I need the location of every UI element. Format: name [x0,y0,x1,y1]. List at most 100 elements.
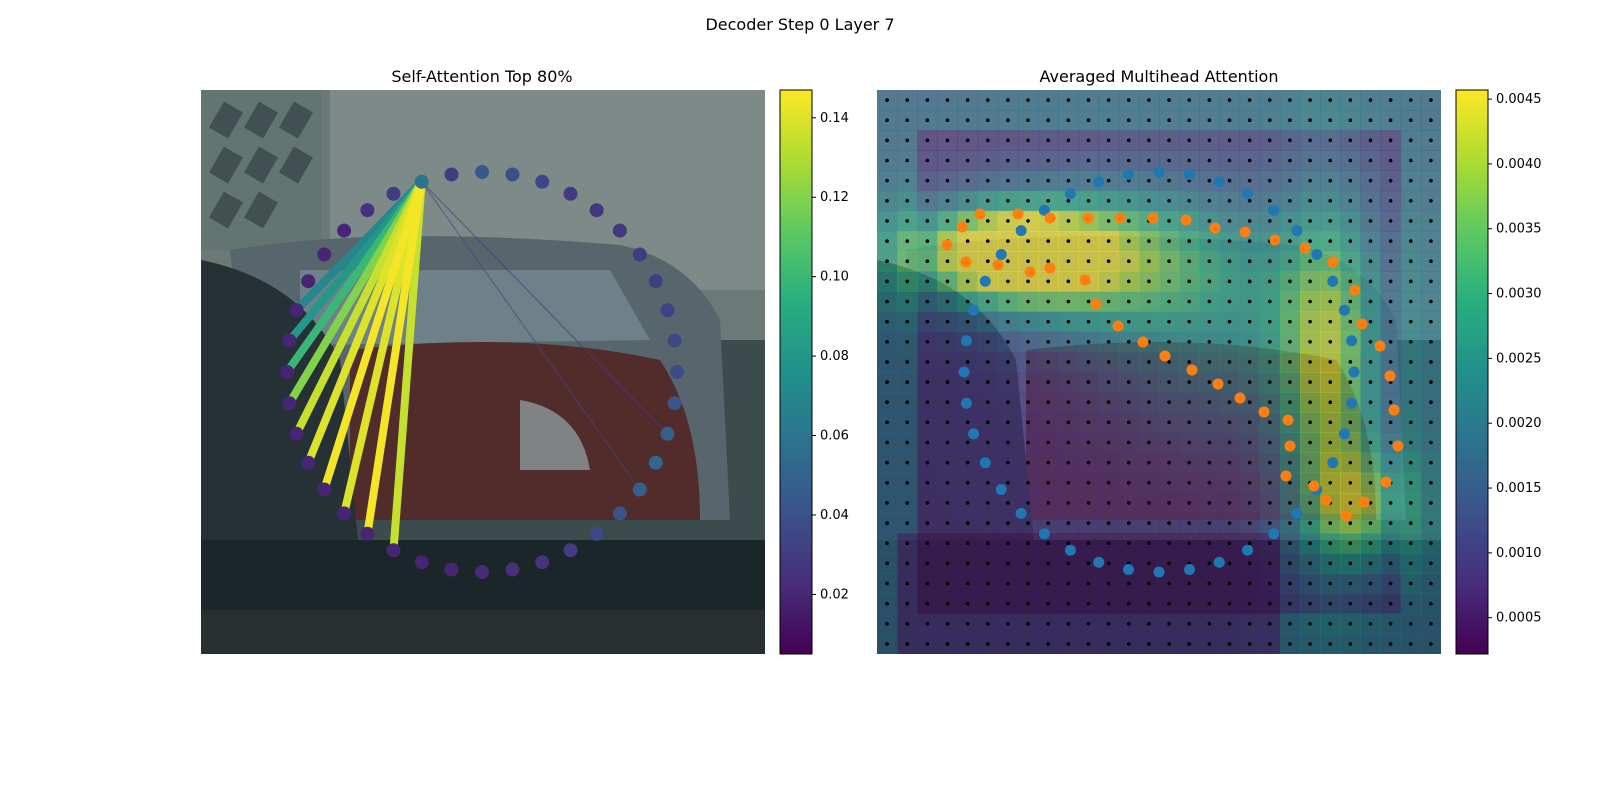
grid-dot [885,561,889,566]
grid-dot [1126,339,1131,344]
grid-dot [1207,299,1212,304]
grid-dot [1247,198,1252,203]
orange-point [1114,212,1126,224]
grid-dot [1308,178,1312,183]
grid-dot [1328,380,1333,384]
grid-dot [905,521,910,525]
grid-dot [1106,480,1111,485]
grid-dot [965,380,970,384]
grid-dot [1429,541,1433,546]
grid-dot [1227,158,1232,163]
grid-dot [1187,621,1192,626]
orange-point [1384,370,1396,382]
blue-point [995,484,1007,496]
grid-dot [1227,460,1232,465]
attention-point [282,333,297,348]
grid-dot [945,360,950,364]
grid-dot [1368,521,1373,525]
attention-point [475,165,489,179]
blue-point [1122,168,1134,180]
grid-dot [985,239,990,243]
grid-dot [1046,601,1051,606]
grid-dot [985,581,990,586]
grid-dot [1348,98,1353,102]
grid-dot [1388,561,1393,566]
grid-dot [1368,561,1373,566]
attention-point [505,167,520,182]
grid-dot [1247,118,1252,123]
grid-dot [1288,561,1292,566]
orange-point [1112,320,1124,332]
grid-dot [1267,98,1272,102]
grid-dot [1227,501,1232,505]
grid-dot [1006,420,1010,425]
attention-point [414,174,429,189]
grid-dot [1267,501,1272,505]
grid-dot [1187,521,1192,525]
grid-dot [1207,642,1212,646]
grid-dot [1126,380,1131,384]
grid-dot [1227,380,1232,384]
grid-dot [945,319,950,324]
grid-dot [965,118,970,123]
grid-dot [985,521,990,525]
grid-dot [1429,501,1433,505]
grid-dot [1348,541,1353,546]
grid-dot [1147,380,1151,384]
grid-dot [1106,460,1111,465]
grid-dot [1066,581,1071,586]
grid-dot [1187,138,1192,143]
grid-dot [965,480,970,485]
grid-dot [1066,239,1071,243]
grid-dot [1006,299,1010,304]
grid-dot [1066,420,1071,425]
grid-dot [985,440,990,445]
grid-dot [1227,239,1232,243]
grid-dot [1207,400,1212,405]
grid-dot [1006,601,1010,606]
grid-dot [1368,501,1373,505]
grid-dot [1126,420,1131,425]
grid-dot [985,400,990,405]
grid-dot [1066,178,1071,183]
grid-dot [905,158,910,163]
grid-dot [1227,521,1232,525]
grid-dot [1328,158,1333,163]
grid-dot [925,239,930,243]
attention-point [667,333,682,348]
grid-dot [1429,561,1433,566]
grid-dot [1227,138,1232,143]
grid-dot [1368,198,1373,203]
grid-dot [945,440,950,445]
grid-dot [1429,319,1433,324]
grid-dot [925,138,930,143]
attention-point [670,365,684,379]
grid-dot [985,561,990,566]
grid-dot [885,440,889,445]
grid-dot [1429,380,1433,384]
grid-dot [885,279,889,284]
grid-dot [1308,279,1312,284]
grid-dot [1247,299,1252,304]
grid-dot [1066,561,1071,566]
grid-dot [1348,279,1353,284]
grid-dot [1288,621,1292,626]
grid-dot [1288,219,1292,223]
colorbar-tick-label: 0.0045 [1496,92,1542,107]
grid-dot [1429,339,1433,344]
grid-dot [1147,420,1151,425]
grid-dot [1187,480,1192,485]
grid-dot [1086,339,1091,344]
grid-dot [1328,400,1333,405]
grid-dot [1328,219,1333,223]
orange-point [1388,404,1400,416]
grid-dot [1227,299,1232,304]
grid-dot [1006,198,1010,203]
grid-dot [1308,219,1312,223]
grid-dot [1368,319,1373,324]
grid-dot [1348,178,1353,183]
grid-dot [1086,198,1091,203]
blue-point [1242,544,1254,556]
grid-dot [1086,380,1091,384]
grid-dot [1147,198,1151,203]
